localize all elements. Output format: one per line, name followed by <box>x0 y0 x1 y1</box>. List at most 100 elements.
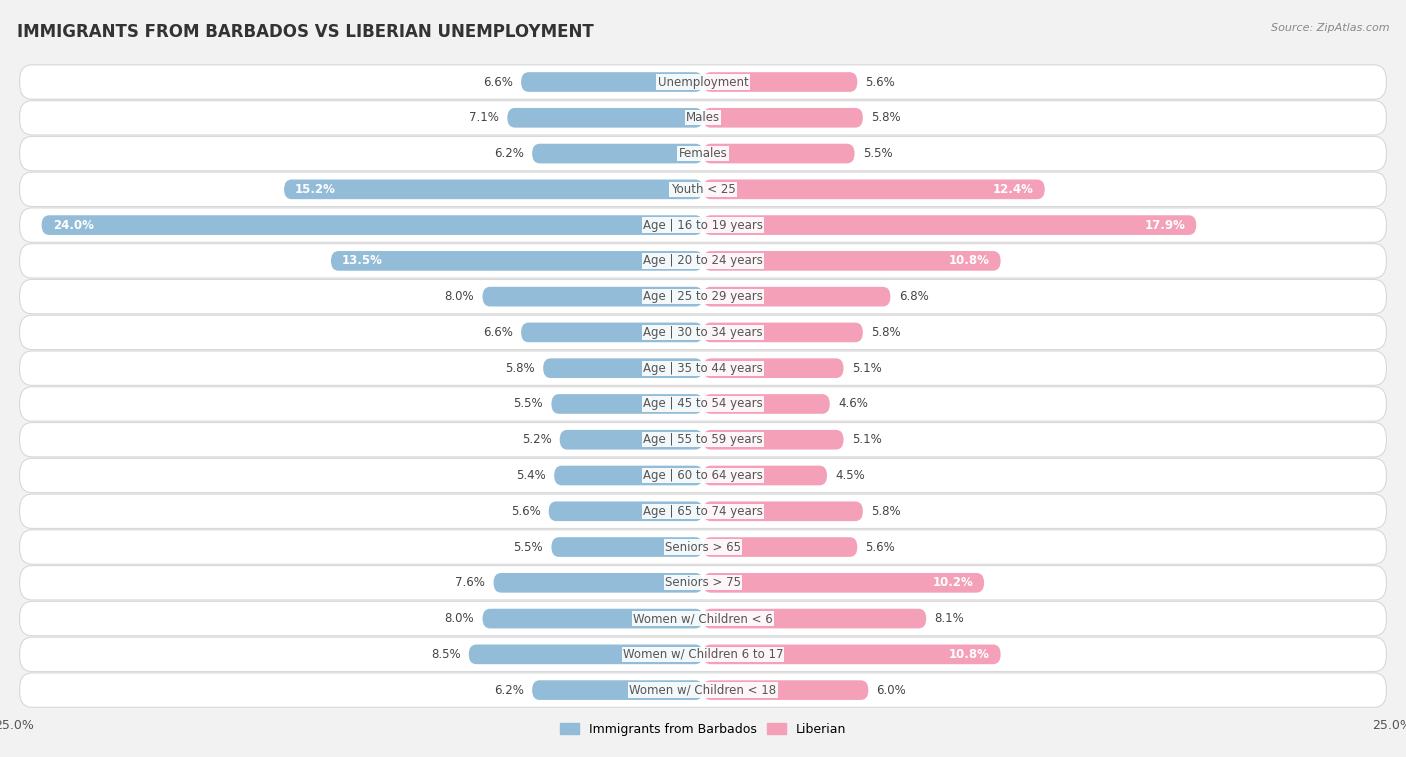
FancyBboxPatch shape <box>482 287 703 307</box>
Text: 4.6%: 4.6% <box>838 397 868 410</box>
FancyBboxPatch shape <box>494 573 703 593</box>
FancyBboxPatch shape <box>468 644 703 664</box>
FancyBboxPatch shape <box>703 466 827 485</box>
Text: 10.8%: 10.8% <box>949 254 990 267</box>
Text: 15.2%: 15.2% <box>295 183 336 196</box>
Text: Age | 60 to 64 years: Age | 60 to 64 years <box>643 469 763 482</box>
Text: Seniors > 75: Seniors > 75 <box>665 576 741 589</box>
FancyBboxPatch shape <box>20 351 1386 385</box>
Text: 10.8%: 10.8% <box>949 648 990 661</box>
Text: IMMIGRANTS FROM BARBADOS VS LIBERIAN UNEMPLOYMENT: IMMIGRANTS FROM BARBADOS VS LIBERIAN UNE… <box>17 23 593 41</box>
FancyBboxPatch shape <box>703 287 890 307</box>
FancyBboxPatch shape <box>20 315 1386 350</box>
Text: Seniors > 65: Seniors > 65 <box>665 540 741 553</box>
Text: 6.2%: 6.2% <box>494 684 524 696</box>
FancyBboxPatch shape <box>703 501 863 521</box>
FancyBboxPatch shape <box>20 565 1386 600</box>
Text: 12.4%: 12.4% <box>993 183 1033 196</box>
FancyBboxPatch shape <box>20 422 1386 457</box>
Text: 5.1%: 5.1% <box>852 362 882 375</box>
Text: Unemployment: Unemployment <box>658 76 748 89</box>
FancyBboxPatch shape <box>560 430 703 450</box>
Text: 8.0%: 8.0% <box>444 290 474 303</box>
FancyBboxPatch shape <box>330 251 703 271</box>
FancyBboxPatch shape <box>522 72 703 92</box>
FancyBboxPatch shape <box>20 136 1386 171</box>
Text: 8.0%: 8.0% <box>444 612 474 625</box>
FancyBboxPatch shape <box>20 65 1386 99</box>
Text: 5.8%: 5.8% <box>505 362 534 375</box>
FancyBboxPatch shape <box>20 673 1386 707</box>
FancyBboxPatch shape <box>508 108 703 128</box>
FancyBboxPatch shape <box>703 251 1001 271</box>
Text: Women w/ Children < 6: Women w/ Children < 6 <box>633 612 773 625</box>
Text: Women w/ Children 6 to 17: Women w/ Children 6 to 17 <box>623 648 783 661</box>
Text: Males: Males <box>686 111 720 124</box>
Text: 5.8%: 5.8% <box>872 505 901 518</box>
Text: Age | 65 to 74 years: Age | 65 to 74 years <box>643 505 763 518</box>
Text: 6.6%: 6.6% <box>484 326 513 339</box>
Text: 5.5%: 5.5% <box>513 397 543 410</box>
FancyBboxPatch shape <box>20 101 1386 135</box>
Text: Women w/ Children < 18: Women w/ Children < 18 <box>630 684 776 696</box>
Text: 17.9%: 17.9% <box>1144 219 1185 232</box>
FancyBboxPatch shape <box>703 215 1197 235</box>
Text: Age | 20 to 24 years: Age | 20 to 24 years <box>643 254 763 267</box>
FancyBboxPatch shape <box>20 279 1386 314</box>
FancyBboxPatch shape <box>42 215 703 235</box>
Text: Age | 45 to 54 years: Age | 45 to 54 years <box>643 397 763 410</box>
Text: 7.6%: 7.6% <box>456 576 485 589</box>
FancyBboxPatch shape <box>703 609 927 628</box>
Text: 13.5%: 13.5% <box>342 254 382 267</box>
Text: Age | 30 to 34 years: Age | 30 to 34 years <box>643 326 763 339</box>
FancyBboxPatch shape <box>531 144 703 164</box>
Text: Age | 16 to 19 years: Age | 16 to 19 years <box>643 219 763 232</box>
Text: 6.6%: 6.6% <box>484 76 513 89</box>
Text: 6.2%: 6.2% <box>494 147 524 160</box>
FancyBboxPatch shape <box>20 208 1386 242</box>
Text: 10.2%: 10.2% <box>932 576 973 589</box>
FancyBboxPatch shape <box>703 179 1045 199</box>
Text: Age | 25 to 29 years: Age | 25 to 29 years <box>643 290 763 303</box>
FancyBboxPatch shape <box>531 681 703 700</box>
Text: 7.1%: 7.1% <box>470 111 499 124</box>
Text: Source: ZipAtlas.com: Source: ZipAtlas.com <box>1271 23 1389 33</box>
Text: 5.8%: 5.8% <box>872 111 901 124</box>
FancyBboxPatch shape <box>554 466 703 485</box>
Text: Youth < 25: Youth < 25 <box>671 183 735 196</box>
FancyBboxPatch shape <box>20 637 1386 671</box>
Text: 5.1%: 5.1% <box>852 433 882 446</box>
Text: Age | 55 to 59 years: Age | 55 to 59 years <box>643 433 763 446</box>
FancyBboxPatch shape <box>20 244 1386 278</box>
Text: 5.5%: 5.5% <box>513 540 543 553</box>
FancyBboxPatch shape <box>703 644 1001 664</box>
Text: Females: Females <box>679 147 727 160</box>
Text: 8.5%: 8.5% <box>430 648 461 661</box>
FancyBboxPatch shape <box>703 358 844 378</box>
Text: 5.6%: 5.6% <box>866 76 896 89</box>
Text: 5.8%: 5.8% <box>872 326 901 339</box>
FancyBboxPatch shape <box>551 537 703 557</box>
FancyBboxPatch shape <box>543 358 703 378</box>
FancyBboxPatch shape <box>703 394 830 414</box>
FancyBboxPatch shape <box>703 430 844 450</box>
Text: 5.5%: 5.5% <box>863 147 893 160</box>
Legend: Immigrants from Barbados, Liberian: Immigrants from Barbados, Liberian <box>555 718 851 741</box>
FancyBboxPatch shape <box>703 108 863 128</box>
Text: 5.6%: 5.6% <box>510 505 540 518</box>
Text: 6.0%: 6.0% <box>876 684 907 696</box>
Text: 8.1%: 8.1% <box>935 612 965 625</box>
Text: 5.4%: 5.4% <box>516 469 546 482</box>
FancyBboxPatch shape <box>20 530 1386 564</box>
FancyBboxPatch shape <box>548 501 703 521</box>
FancyBboxPatch shape <box>703 322 863 342</box>
FancyBboxPatch shape <box>20 172 1386 207</box>
FancyBboxPatch shape <box>284 179 703 199</box>
Text: Age | 35 to 44 years: Age | 35 to 44 years <box>643 362 763 375</box>
Text: 5.2%: 5.2% <box>522 433 551 446</box>
FancyBboxPatch shape <box>20 494 1386 528</box>
FancyBboxPatch shape <box>522 322 703 342</box>
FancyBboxPatch shape <box>482 609 703 628</box>
FancyBboxPatch shape <box>703 537 858 557</box>
FancyBboxPatch shape <box>703 144 855 164</box>
